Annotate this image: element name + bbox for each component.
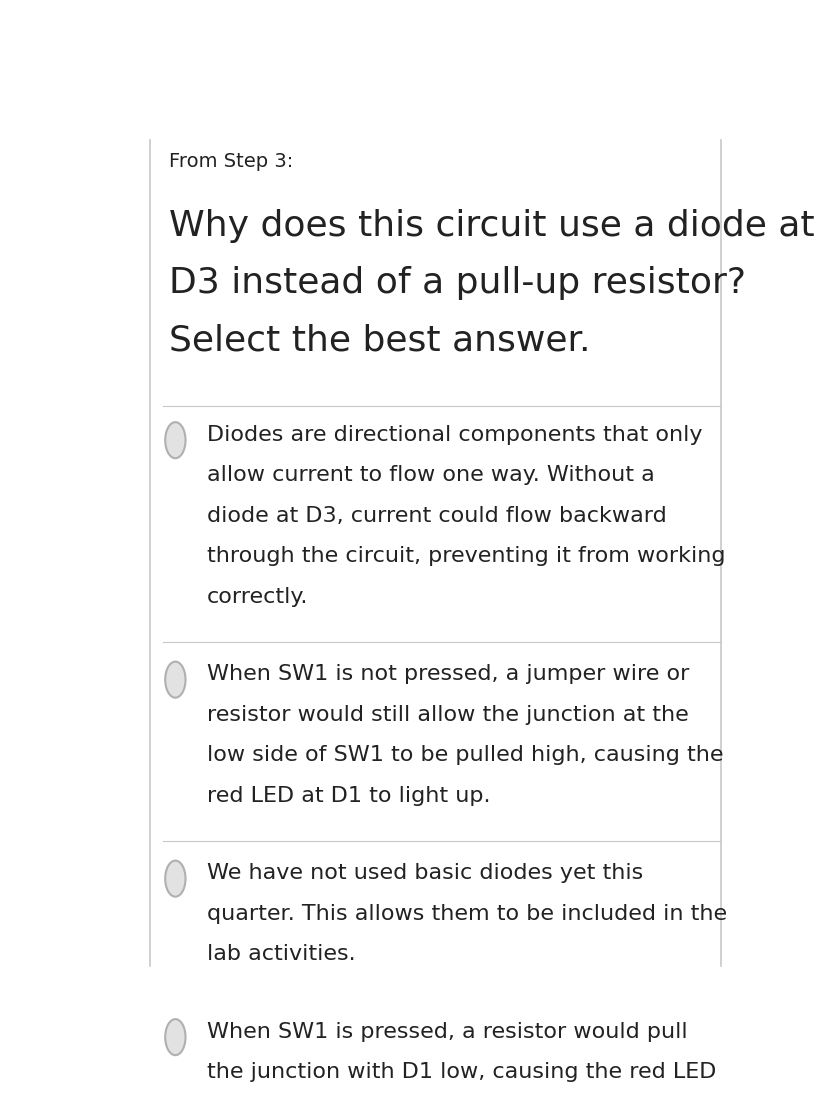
Text: Why does this circuit use a diode at: Why does this circuit use a diode at [169,209,815,243]
Text: red LED at D1 to light up.: red LED at D1 to light up. [207,786,491,806]
Text: When SW1 is pressed, a resistor would pull: When SW1 is pressed, a resistor would pu… [207,1022,688,1041]
Text: lab activities.: lab activities. [207,944,355,965]
Text: the junction with D1 low, causing the red LED: the junction with D1 low, causing the re… [207,1062,717,1082]
Text: Select the best answer.: Select the best answer. [169,324,590,358]
Text: When SW1 is not pressed, a jumper wire or: When SW1 is not pressed, a jumper wire o… [207,665,690,684]
Ellipse shape [165,661,186,698]
Text: through the circuit, preventing it from working: through the circuit, preventing it from … [207,546,726,566]
Text: correctly.: correctly. [207,587,309,607]
Text: D3 instead of a pull-up resistor?: D3 instead of a pull-up resistor? [169,266,746,300]
Ellipse shape [165,423,186,458]
Ellipse shape [165,861,186,897]
Text: Diodes are directional components that only: Diodes are directional components that o… [207,425,703,445]
Text: diode at D3, current could flow backward: diode at D3, current could flow backward [207,506,667,526]
Ellipse shape [165,1019,186,1056]
Text: allow current to flow one way. Without a: allow current to flow one way. Without a [207,465,655,485]
Text: resistor would still allow the junction at the: resistor would still allow the junction … [207,705,689,725]
Text: low side of SW1 to be pulled high, causing the: low side of SW1 to be pulled high, causi… [207,746,724,765]
Text: We have not used basic diodes yet this: We have not used basic diodes yet this [207,863,644,884]
Text: From Step 3:: From Step 3: [169,152,293,172]
Text: quarter. This allows them to be included in the: quarter. This allows them to be included… [207,903,727,924]
